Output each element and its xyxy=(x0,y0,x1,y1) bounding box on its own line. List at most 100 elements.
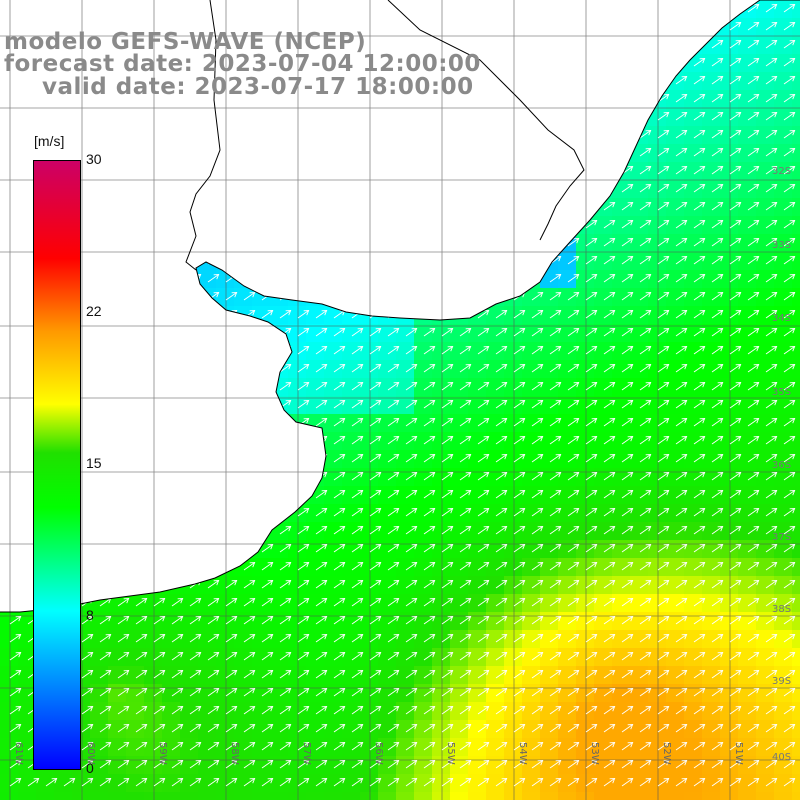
wind-arrow xyxy=(459,238,472,247)
wind-arrow-shaft xyxy=(567,364,579,373)
wind-arrow xyxy=(333,4,346,13)
wind-arrow xyxy=(171,220,184,229)
wind-arrow xyxy=(675,220,688,229)
speed-cell xyxy=(612,756,630,774)
wind-arrow-shaft xyxy=(189,382,201,391)
wind-arrow xyxy=(621,346,634,355)
speed-cell xyxy=(162,342,180,360)
speed-cell xyxy=(360,252,378,270)
wind-arrow-shaft xyxy=(657,166,669,175)
speed-cell xyxy=(540,144,558,162)
speed-cell xyxy=(648,306,666,324)
speed-cell xyxy=(108,162,126,180)
wind-arrow xyxy=(9,256,22,265)
speed-cell xyxy=(648,288,666,306)
wind-arrow xyxy=(783,274,796,283)
wind-arrow-shaft xyxy=(567,40,579,49)
speed-cell xyxy=(558,18,576,36)
speed-cell xyxy=(126,522,144,540)
wind-arrow-head xyxy=(285,4,292,10)
wind-arrow-shaft xyxy=(315,292,327,301)
wind-arrow-head xyxy=(429,292,436,298)
wind-arrow xyxy=(765,94,778,103)
speed-cell xyxy=(378,486,396,504)
wind-arrow-shaft xyxy=(225,328,237,337)
speed-cell xyxy=(306,216,324,234)
wind-arrow-shaft xyxy=(549,130,561,139)
wind-arrow-shaft xyxy=(351,238,363,247)
wind-arrow-head xyxy=(285,22,292,28)
wind-arrow xyxy=(225,400,238,409)
speed-cell xyxy=(756,216,774,234)
wind-arrow-head xyxy=(699,94,706,100)
speed-cell xyxy=(486,36,504,54)
speed-cell xyxy=(648,702,666,720)
wind-arrow-head xyxy=(753,310,760,316)
wind-arrow-head xyxy=(609,40,616,46)
wind-arrow xyxy=(261,220,274,229)
speed-cell xyxy=(432,666,450,684)
wind-arrow-head xyxy=(411,382,418,388)
speed-cell xyxy=(414,378,432,396)
speed-cell xyxy=(90,756,108,774)
wind-arrow-shaft xyxy=(693,274,705,283)
speed-cell xyxy=(324,612,342,630)
speed-cell xyxy=(306,108,324,126)
speed-cell xyxy=(576,126,594,144)
speed-cell xyxy=(108,486,126,504)
speed-cell xyxy=(756,252,774,270)
speed-cell xyxy=(486,144,504,162)
speed-cell xyxy=(216,522,234,540)
wind-arrow xyxy=(171,112,184,121)
wind-arrow xyxy=(243,346,256,355)
speed-cell xyxy=(792,576,800,594)
speed-cell xyxy=(558,774,576,792)
wind-arrow-head xyxy=(87,328,94,334)
wind-arrow-head xyxy=(753,382,760,388)
wind-arrow-head xyxy=(699,40,706,46)
wind-arrow-head xyxy=(465,148,472,154)
wind-arrow-shaft xyxy=(387,22,399,31)
wind-arrow-shaft xyxy=(225,400,237,409)
speed-cell xyxy=(774,774,792,792)
wind-arrow-shaft xyxy=(387,364,399,373)
speed-cell xyxy=(612,288,630,306)
speed-cell xyxy=(468,180,486,198)
speed-cell xyxy=(108,450,126,468)
speed-cell xyxy=(126,432,144,450)
speed-cell xyxy=(468,324,486,342)
wind-arrow xyxy=(495,130,508,139)
wind-arrow-head xyxy=(87,382,94,388)
wind-arrow-head xyxy=(555,40,562,46)
wind-arrow xyxy=(459,274,472,283)
wind-arrow-shaft xyxy=(513,22,525,31)
wind-arrow-shaft xyxy=(171,328,183,337)
wind-arrow-head xyxy=(537,130,544,136)
speed-cell xyxy=(720,0,738,18)
speed-cell xyxy=(720,162,738,180)
speed-cell xyxy=(702,378,720,396)
wind-arrow-shaft xyxy=(657,292,669,301)
wind-arrow xyxy=(783,148,796,157)
wind-arrow-head xyxy=(735,292,742,298)
wind-arrow-head xyxy=(339,346,346,352)
speed-cell xyxy=(360,198,378,216)
speed-cell xyxy=(774,288,792,306)
wind-arrow xyxy=(585,58,598,67)
wind-arrow-shaft xyxy=(135,184,147,193)
wind-arrow-shaft xyxy=(99,256,111,265)
speed-cell xyxy=(792,558,800,576)
speed-cell xyxy=(252,558,270,576)
speed-cell xyxy=(648,126,666,144)
wind-arrow-head xyxy=(789,58,796,64)
speed-cell xyxy=(270,486,288,504)
wind-arrow-shaft xyxy=(603,40,615,49)
wind-arrow xyxy=(441,256,454,265)
wind-arrow xyxy=(675,76,688,85)
speed-cell xyxy=(396,126,414,144)
speed-cell xyxy=(252,774,270,792)
wind-arrow-shaft xyxy=(351,202,363,211)
speed-cell xyxy=(702,720,720,738)
speed-cell xyxy=(594,36,612,54)
wind-arrow xyxy=(639,238,652,247)
